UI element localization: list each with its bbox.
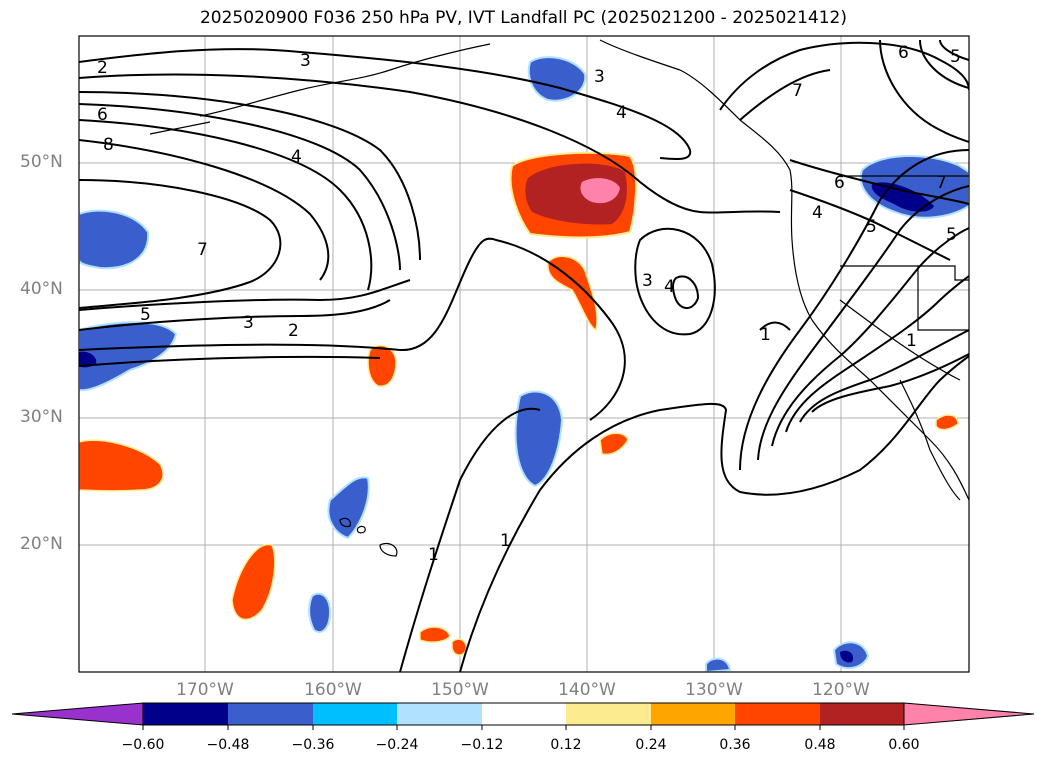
contour-label: 4: [291, 147, 302, 167]
lon-label-170w: 170°W: [176, 680, 234, 700]
colorbar-tick-label: −0.36: [291, 737, 335, 753]
shaded-pv-regions: [79, 56, 969, 672]
contour-label: 5: [950, 47, 961, 67]
contour-label: 5: [140, 305, 151, 325]
colorbar-tick-label: 0.48: [804, 737, 836, 753]
contour-label: 5: [866, 217, 877, 237]
lon-label-120w: 120°W: [812, 680, 870, 700]
colorbar-segment: [820, 703, 904, 725]
coastlines: [149, 39, 969, 557]
contour-label: 7: [197, 240, 208, 260]
colorbar-tick-label: −0.12: [460, 737, 504, 753]
negative-anomaly-gulf-alaska: [527, 56, 587, 102]
colorbar-tick-label: −0.60: [121, 737, 165, 753]
contour-label: 4: [812, 203, 823, 223]
colorbar-segment: [143, 703, 228, 725]
gridlines: [79, 36, 969, 672]
contour-label: 2: [288, 321, 299, 341]
contour-label: 4: [664, 277, 675, 297]
colorbar-max-extend: [903, 702, 1035, 726]
contour-label: 2: [97, 58, 108, 78]
colorbar-tick-label: 0.12: [550, 737, 582, 753]
colorbar-segment: [313, 703, 397, 725]
lon-label-160w: 160°W: [304, 680, 362, 700]
colorbar-min-extend: [11, 702, 144, 726]
contour-label: 1: [500, 531, 511, 551]
lon-label-130w: 130°W: [685, 680, 743, 700]
lat-label-50n: 50°N: [20, 152, 63, 172]
lat-label-30n: 30°N: [20, 407, 63, 427]
contour-label: 7: [792, 81, 803, 101]
colorbar-tick-label: 0.60: [888, 737, 920, 753]
colorbar-segment: [228, 703, 313, 725]
positive-anomaly-peak: [580, 178, 620, 204]
colorbar: [11, 702, 1035, 730]
colorbar-segment: [482, 703, 566, 725]
lon-label-140w: 140°W: [558, 680, 616, 700]
contour-label: 3: [642, 271, 653, 291]
colorbar-tick-label: 0.24: [635, 737, 667, 753]
colorbar-tick-label: −0.24: [375, 737, 419, 753]
chart-title: 2025020900 F036 250 hPa PV, IVT Landfall…: [199, 8, 847, 28]
contour-label: 3: [300, 51, 311, 71]
lon-label-150w: 150°W: [431, 680, 489, 700]
contour-label: 1: [906, 331, 917, 351]
colorbar-segment: [397, 703, 482, 725]
pv-contours: [79, 39, 969, 672]
contour-label: 3: [594, 67, 605, 87]
contour-label: 6: [97, 105, 108, 125]
colorbar-segment: [735, 703, 820, 725]
contour-label: 5: [946, 225, 957, 245]
contour-label: 6: [898, 43, 909, 63]
colorbar-segment: [651, 703, 735, 725]
contour-label: 7: [936, 173, 947, 193]
lat-label-40n: 40°N: [20, 279, 63, 299]
contour-label: 4: [616, 103, 627, 123]
colorbar-tick-label: −0.48: [206, 737, 250, 753]
colorbar-segment: [566, 703, 651, 725]
colorbar-tick-label: 0.36: [719, 737, 751, 753]
contour-label: 1: [760, 325, 771, 345]
contour-label: 1: [428, 545, 439, 565]
contour-label-group: 2 3 6 8 4 7 5 3 2 3 4 3 4 1 1 1 6 5 7 4 …: [97, 43, 961, 565]
contour-label: 8: [103, 135, 114, 155]
map-frame: [78, 35, 970, 673]
lat-label-20n: 20°N: [20, 534, 63, 554]
contour-label: 3: [243, 313, 254, 333]
contour-label: 6: [834, 173, 845, 193]
